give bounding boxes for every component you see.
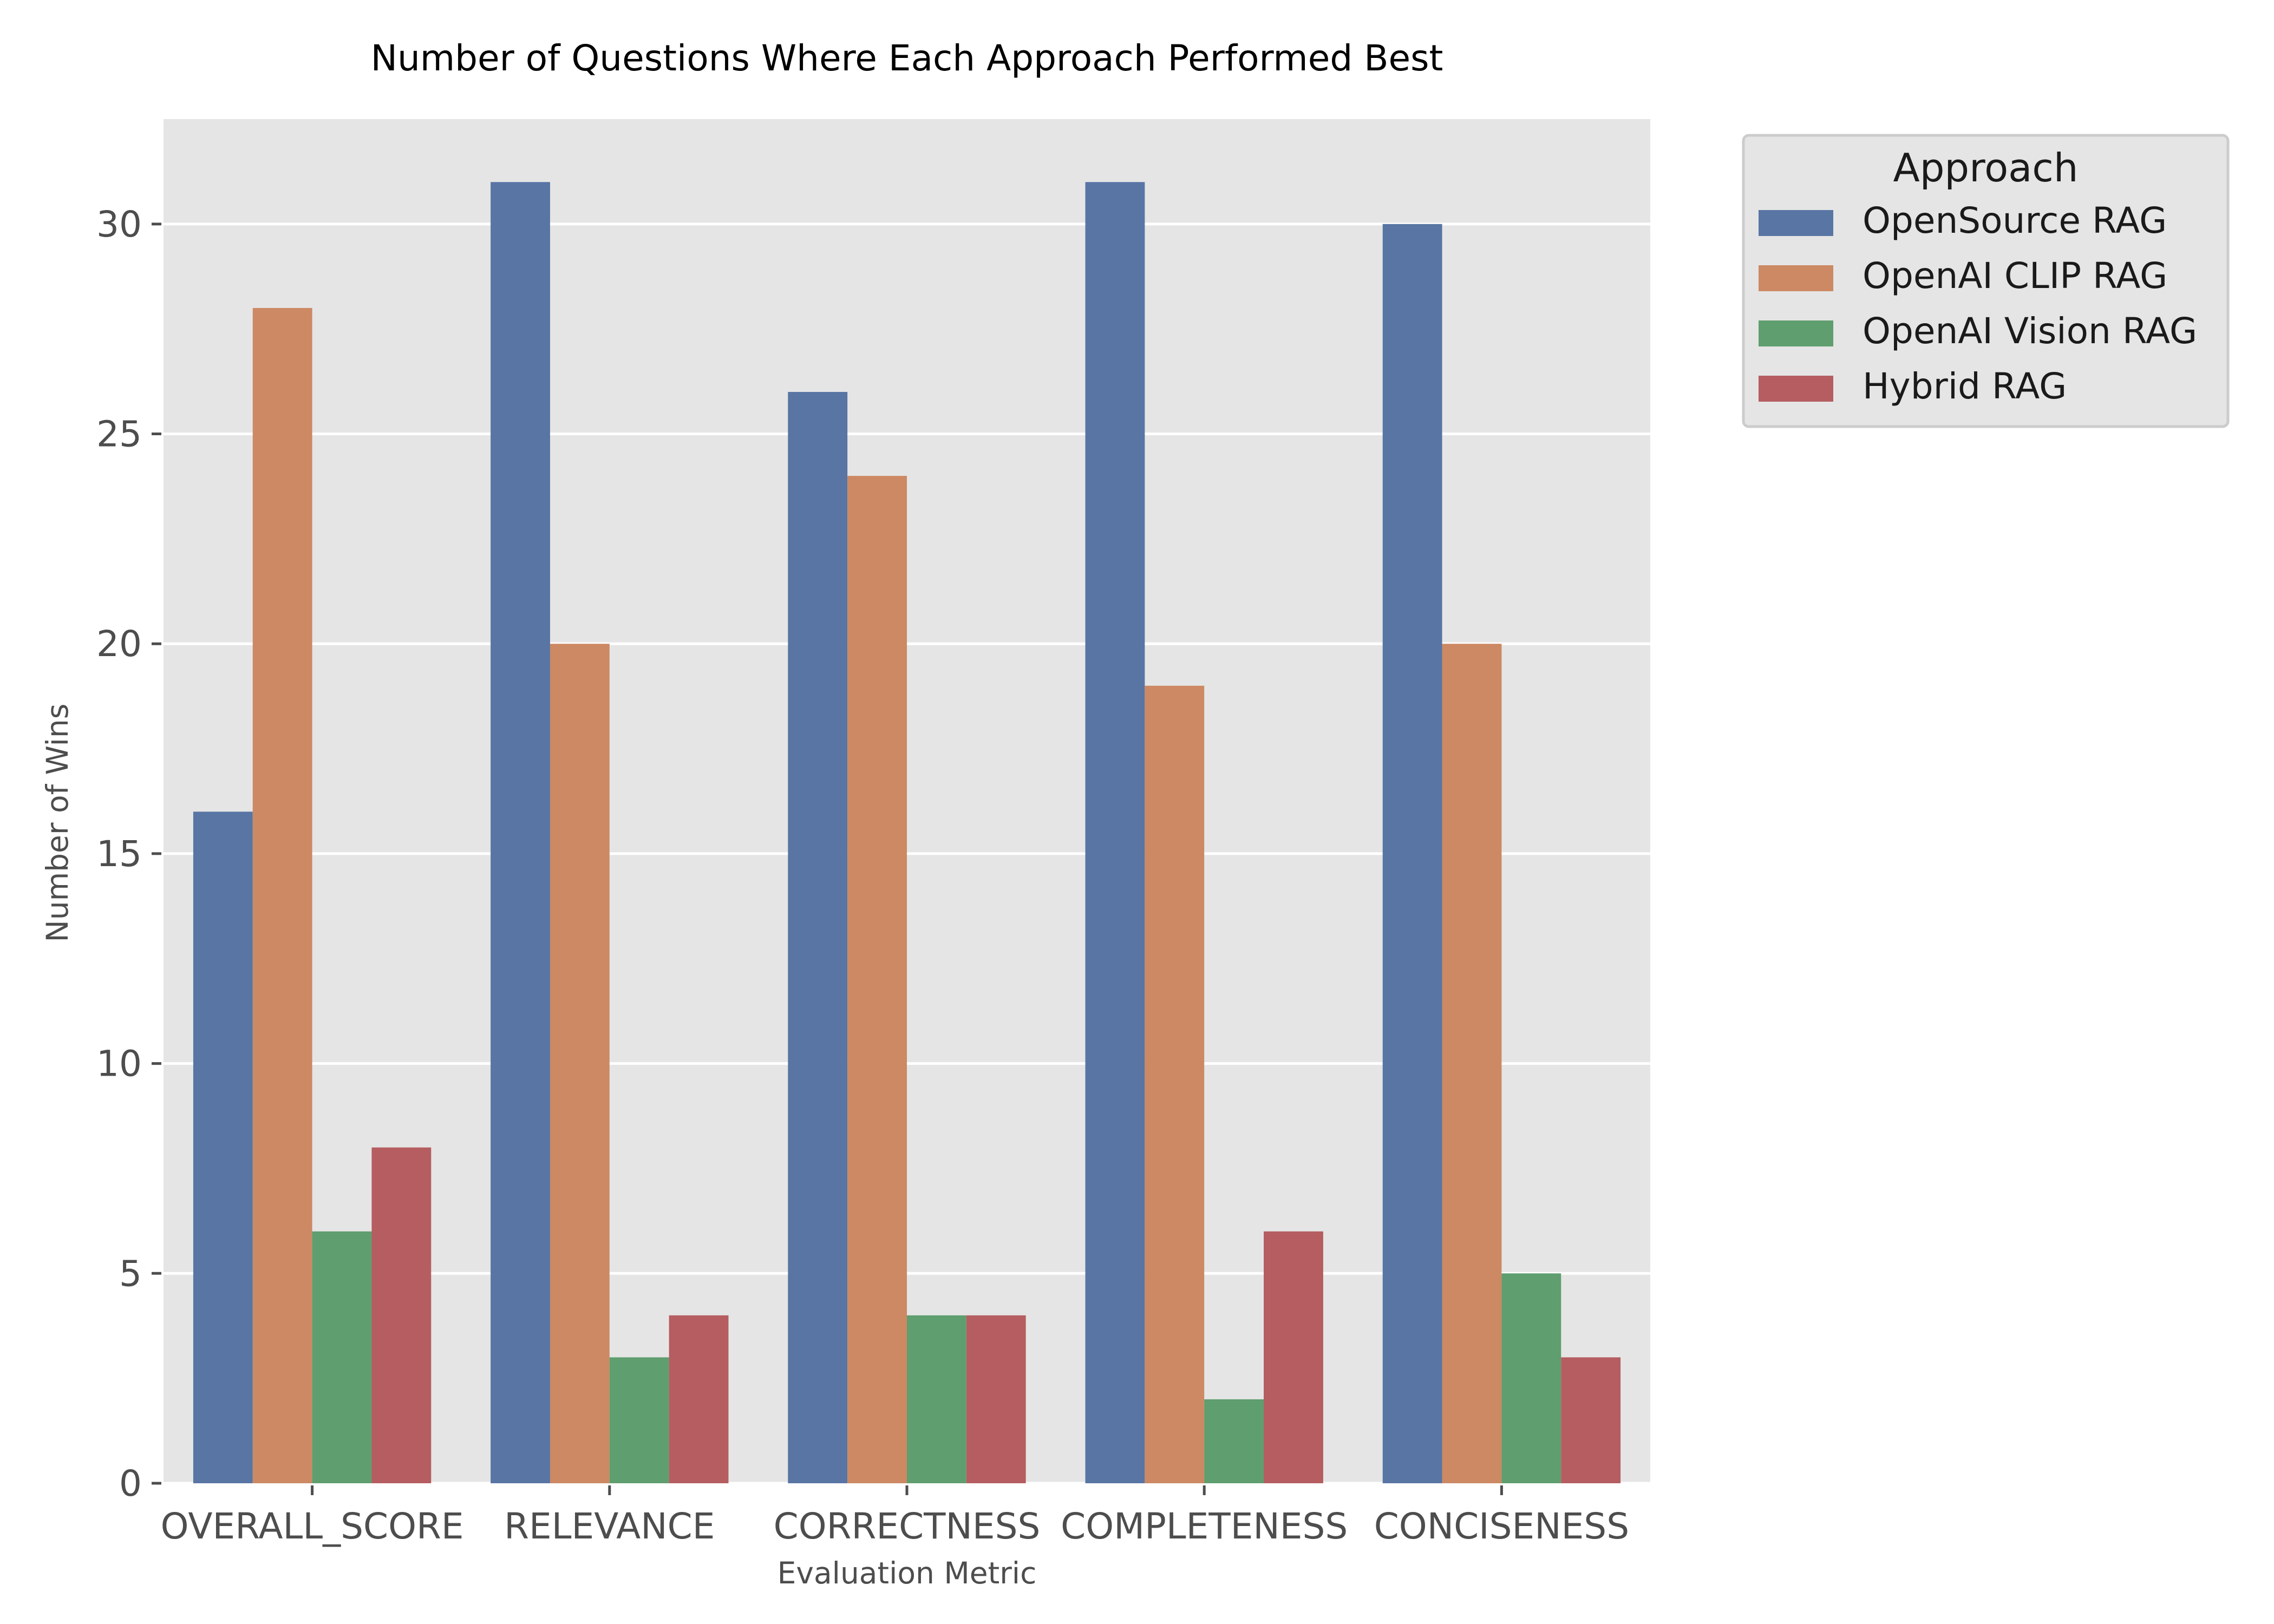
x-tick-label: COMPLETENESS xyxy=(1061,1505,1348,1547)
y-tick-label: 20 xyxy=(96,623,142,665)
y-tick-label: 30 xyxy=(96,204,142,245)
x-tick-label: CONCISENESS xyxy=(1374,1505,1629,1547)
bar xyxy=(1204,1399,1264,1483)
bar xyxy=(788,392,848,1483)
legend-swatch xyxy=(1759,210,1833,236)
bar xyxy=(609,1357,669,1483)
bar xyxy=(1561,1357,1621,1483)
legend-swatch xyxy=(1759,265,1833,291)
legend-entry-label: Hybrid RAG xyxy=(1863,365,2067,407)
bar xyxy=(1264,1231,1323,1483)
y-tick-label: 10 xyxy=(96,1043,142,1085)
bar xyxy=(1442,644,1502,1483)
y-tick-label: 15 xyxy=(96,833,142,875)
x-tick-label: OVERALL_SCORE xyxy=(161,1505,464,1547)
bar xyxy=(491,182,550,1484)
bar xyxy=(1085,182,1145,1484)
x-tick-label: CORRECTNESS xyxy=(774,1505,1041,1547)
y-axis: 0 5 10 15 20 25 30 xyxy=(96,204,161,1504)
y-tick-label: 25 xyxy=(96,414,142,455)
x-axis-label: Evaluation Metric xyxy=(777,1556,1037,1590)
legend: Approach OpenSource RAG OpenAI CLIP RAG Op… xyxy=(1742,134,2230,428)
legend-frame xyxy=(1742,134,2230,428)
bar xyxy=(312,1231,372,1483)
legend-swatch xyxy=(1759,376,1833,402)
bar xyxy=(193,811,253,1483)
bar xyxy=(252,307,312,1483)
bar xyxy=(1145,685,1205,1483)
bar xyxy=(1501,1273,1561,1483)
bar xyxy=(1382,224,1442,1483)
chart-title: Number of Questions Where Each Approach … xyxy=(371,37,1443,79)
bar xyxy=(371,1147,432,1483)
bar xyxy=(550,644,610,1483)
y-axis-label: Number of Wins xyxy=(40,704,75,942)
legend-title: Approach xyxy=(1893,145,2078,191)
legend-swatch xyxy=(1759,320,1833,346)
bar xyxy=(669,1315,729,1483)
bar xyxy=(966,1315,1026,1483)
legend-entry-label: OpenAI CLIP RAG xyxy=(1863,255,2167,297)
x-axis: OVERALL_SCORE RELEVANCE CORRECTNESS COMPLET… xyxy=(161,1485,1629,1547)
x-tick-label: RELEVANCE xyxy=(504,1505,715,1547)
bars xyxy=(193,182,1621,1484)
bar xyxy=(847,476,907,1483)
legend-entry-label: OpenSource RAG xyxy=(1863,200,2167,241)
legend-entry-label: OpenAI Vision RAG xyxy=(1863,310,2197,352)
y-tick-label: 0 xyxy=(119,1463,142,1504)
y-tick-label: 5 xyxy=(119,1253,142,1294)
bar xyxy=(907,1315,966,1483)
